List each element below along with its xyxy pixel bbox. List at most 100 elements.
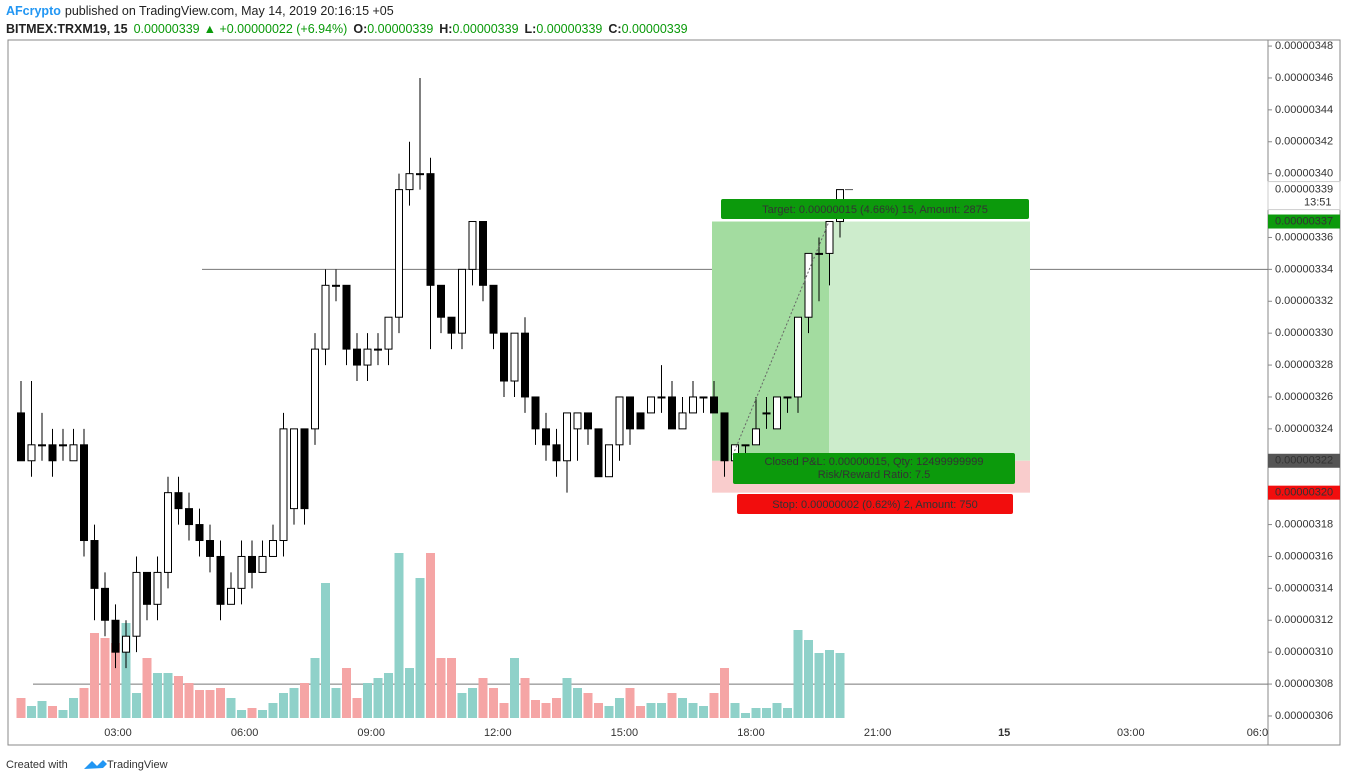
volume-bar — [688, 703, 698, 718]
x-tick-label: 06:0 — [1247, 727, 1268, 739]
volume-bar — [793, 630, 803, 718]
published: published on TradingView.com, May 14, 20… — [65, 4, 394, 18]
volume-bar — [289, 688, 299, 718]
candle-body — [332, 284, 340, 287]
candle-body — [153, 571, 162, 605]
volume-bar — [310, 658, 320, 718]
candle-body — [636, 412, 645, 430]
y-tick-label: 0.00000306 — [1275, 710, 1333, 722]
volume-bar — [751, 708, 761, 718]
candle-body — [699, 396, 708, 399]
change: ▲ +0.00000022 (+6.94%) — [204, 22, 348, 36]
volume-bar — [16, 698, 26, 718]
candle-body — [80, 444, 88, 542]
volume-bar — [184, 683, 194, 718]
y-tick-label: 0.00000336 — [1275, 231, 1333, 243]
volume-bar — [79, 688, 89, 718]
candle-body — [647, 396, 655, 414]
candle-body — [615, 396, 624, 446]
candle-body — [311, 348, 319, 430]
volume-bar — [37, 701, 47, 718]
volume-bar — [258, 710, 267, 718]
y-tick-label: 0.00000346 — [1275, 72, 1333, 84]
candle-body — [720, 412, 729, 462]
volume-bar — [625, 688, 635, 718]
candle-body — [185, 508, 193, 526]
target-price-label: 0.00000337 — [1275, 215, 1333, 227]
volume-bar — [121, 623, 131, 718]
volume-bar — [762, 708, 771, 718]
candle-body — [395, 189, 403, 318]
candle-body — [521, 332, 529, 398]
candle-body — [48, 444, 57, 462]
candle-body — [237, 555, 246, 589]
candle-body — [773, 396, 781, 430]
y-tick-label: 0.00000326 — [1275, 391, 1333, 403]
volume-bar — [741, 713, 750, 718]
volume-bar — [195, 690, 204, 718]
volume-bar — [699, 706, 708, 718]
candle-body — [668, 396, 676, 430]
candle-body — [174, 492, 183, 510]
volume-bar — [384, 673, 393, 718]
candle-body — [584, 412, 592, 430]
rr-label: Risk/Reward Ratio: 7.5 — [818, 469, 931, 481]
y-tick-label: 0.00000342 — [1275, 136, 1333, 148]
target-price-box — [1268, 214, 1340, 229]
volume-bar — [510, 658, 519, 718]
volume-bar — [321, 583, 330, 718]
volume-bar — [111, 643, 120, 718]
candle-body — [458, 268, 466, 334]
y-tick-label: 0.00000348 — [1275, 40, 1333, 52]
x-tick-label: 12:00 — [484, 727, 512, 739]
y-tick-label: 0.00000324 — [1275, 423, 1333, 435]
volume-bar — [163, 673, 173, 718]
candle-body — [374, 348, 382, 351]
volume-bar — [48, 706, 57, 718]
x-tick-label: 03:00 — [1117, 727, 1145, 739]
candle-body — [416, 173, 424, 176]
volume-bar — [373, 678, 383, 718]
volume-bar — [835, 653, 845, 718]
volume-bar — [300, 683, 309, 718]
volume-bar — [520, 678, 530, 718]
candle-body — [468, 221, 477, 270]
volume-bar — [573, 688, 582, 718]
candle-body — [122, 635, 130, 653]
y-tick-label: 0.00000308 — [1275, 678, 1333, 690]
logo — [84, 760, 107, 769]
symbol: BITMEX:TRXM19, 15 — [6, 22, 128, 36]
volume-bar — [636, 706, 645, 718]
candle-body — [447, 316, 456, 334]
volume-bar — [100, 638, 110, 718]
volume-bar — [531, 700, 540, 718]
candle-body — [300, 428, 309, 510]
ohlc-key: H: — [439, 22, 452, 36]
y-tick-label: 0.00000332 — [1275, 295, 1333, 307]
volume-bar — [667, 693, 677, 718]
x-tick-label: 06:00 — [231, 727, 259, 739]
volume-bar — [457, 693, 467, 718]
volume-bar — [709, 693, 719, 718]
candle-body — [762, 412, 771, 415]
candle-body — [573, 412, 582, 430]
candle-body — [426, 173, 435, 286]
y-tick-label: 0.00000318 — [1275, 518, 1333, 530]
target-label: Target: 0.00000015 (4.66%) 15, Amount: 2… — [762, 204, 988, 216]
candle-body — [741, 444, 750, 447]
candle-body — [542, 428, 550, 446]
volume-bar — [415, 578, 425, 718]
candle-body — [258, 555, 267, 573]
volume-bar — [363, 683, 372, 718]
volume-bar — [405, 668, 414, 718]
y-tick-label: 0.00000328 — [1275, 359, 1333, 371]
candle-body — [216, 555, 225, 605]
candle-body — [804, 252, 813, 318]
user[interactable]: AFcrypto — [6, 4, 61, 18]
entry-price-box — [1268, 453, 1340, 468]
footer-brand[interactable]: TradingView — [107, 759, 168, 771]
candle-body — [101, 587, 109, 621]
footer: Created with TradingView — [6, 759, 168, 771]
